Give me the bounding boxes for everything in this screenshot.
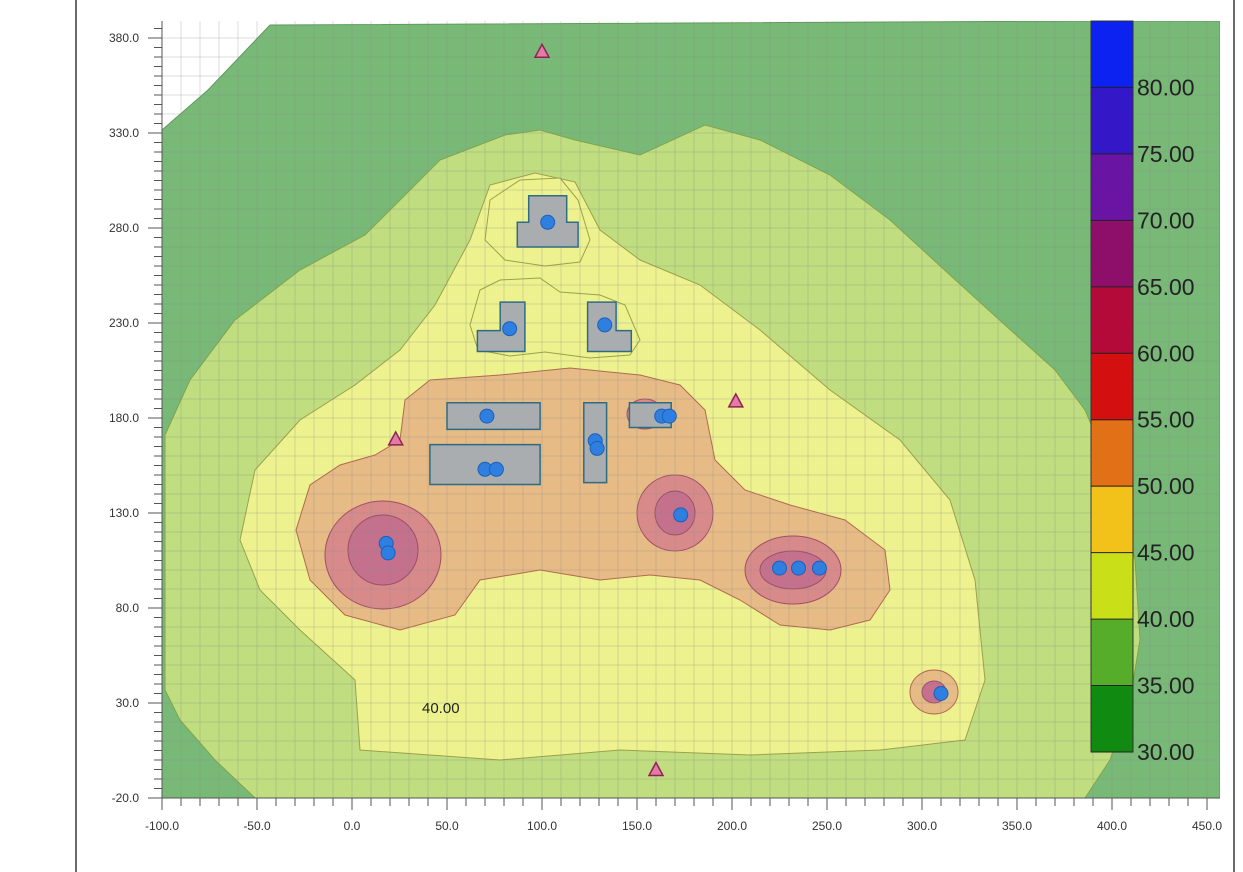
noise-sources bbox=[378, 214, 949, 701]
grid-lines bbox=[162, 21, 1220, 798]
x-tick-label: 350.0 bbox=[1002, 819, 1032, 833]
noise-source-point bbox=[380, 545, 396, 561]
noise-source-point bbox=[933, 686, 949, 701]
noise-source-point bbox=[597, 317, 613, 333]
noise-source-point bbox=[811, 560, 827, 576]
x-tick-label: 200.0 bbox=[717, 819, 747, 833]
noise-source-point bbox=[791, 560, 806, 576]
noise-source-point bbox=[772, 560, 787, 576]
x-tick-label: 0.0 bbox=[344, 819, 361, 833]
receiver-triangle bbox=[727, 392, 745, 408]
colorbar-band bbox=[1091, 21, 1133, 88]
receiver-triangle bbox=[533, 42, 551, 59]
noise-source-point bbox=[673, 507, 689, 523]
noise-source-point bbox=[661, 408, 677, 424]
y-tick-label: 380.0 bbox=[109, 31, 139, 45]
colorbar-label: 30.00 bbox=[1137, 739, 1195, 765]
contour-annotation: 40.00 bbox=[422, 700, 460, 717]
colorbar-band bbox=[1091, 286, 1133, 354]
colorbar-label: 65.00 bbox=[1137, 274, 1195, 300]
noise-source-point bbox=[488, 461, 504, 477]
x-tick-label: 50.0 bbox=[435, 819, 459, 833]
y-tick-label: 80.0 bbox=[116, 601, 140, 615]
colorbar-label: 70.00 bbox=[1137, 207, 1195, 233]
frame-left-border bbox=[75, 0, 77, 872]
plot-area: 40.00 bbox=[162, 21, 1220, 798]
building bbox=[476, 301, 526, 353]
x-tick-label: -100.0 bbox=[145, 819, 179, 833]
y-tick-label: 230.0 bbox=[109, 316, 139, 330]
y-tick-label: -20.0 bbox=[112, 791, 140, 805]
colorbar-band bbox=[1091, 552, 1133, 620]
y-tick-label: 130.0 bbox=[109, 506, 139, 520]
colorbar-label: 55.00 bbox=[1137, 407, 1195, 433]
colorbar-label: 60.00 bbox=[1137, 340, 1195, 366]
colorbar-band bbox=[1091, 486, 1133, 554]
colorbar-band bbox=[1091, 619, 1133, 687]
noise-source-point bbox=[589, 440, 605, 456]
receiver-triangle bbox=[387, 430, 404, 446]
colorbar-band bbox=[1091, 353, 1133, 421]
contour-zone-50-55 bbox=[295, 367, 891, 631]
x-tick-label: 400.0 bbox=[1097, 819, 1127, 833]
x-tick-label: 100.0 bbox=[527, 819, 557, 833]
x-tick-label: 450.0 bbox=[1192, 819, 1222, 833]
colorbar-label: 50.00 bbox=[1137, 473, 1195, 499]
y-tick-label: 330.0 bbox=[109, 126, 139, 140]
colorbar-band bbox=[1091, 220, 1133, 288]
y-tick-label: 30.0 bbox=[116, 696, 140, 710]
colorbar-band bbox=[1091, 87, 1133, 155]
buildings bbox=[429, 194, 672, 486]
x-tick-label: -50.0 bbox=[243, 819, 271, 833]
colorbar-label: 35.00 bbox=[1137, 673, 1195, 699]
colorbar-band bbox=[1091, 685, 1133, 753]
x-tick-label: 300.0 bbox=[907, 819, 937, 833]
colorbar-label: 80.00 bbox=[1137, 74, 1195, 100]
y-tick-label: 280.0 bbox=[109, 221, 139, 235]
colorbar-label: 75.00 bbox=[1137, 141, 1195, 167]
noise-source-point bbox=[540, 214, 556, 230]
noise-source-point bbox=[502, 321, 518, 337]
frame-right-border bbox=[1233, 0, 1235, 872]
colorbar-label: 40.00 bbox=[1137, 606, 1195, 632]
x-axis: -100.0 -50.0 0.0 50.0 100.0 150.0 200.0 250.0 30… bbox=[145, 797, 1222, 833]
y-tick-label: 180.0 bbox=[109, 411, 139, 425]
colorbar-band bbox=[1091, 419, 1133, 487]
receivers bbox=[387, 42, 745, 777]
colorbar-label: 45.00 bbox=[1137, 540, 1195, 566]
receiver-triangle bbox=[647, 760, 665, 777]
y-axis: -20.0 30.0 80.0 130.0 180.0 230.0 280.0 330.0 38… bbox=[109, 21, 163, 805]
noise-source-point bbox=[479, 408, 495, 424]
x-tick-label: 150.0 bbox=[622, 819, 652, 833]
colorbar: 30.00 35.00 40.00 45.00 50.00 55.00 60.00 65.00… bbox=[1090, 20, 1195, 765]
colorbar-band bbox=[1091, 153, 1133, 221]
x-tick-label: 250.0 bbox=[812, 819, 842, 833]
